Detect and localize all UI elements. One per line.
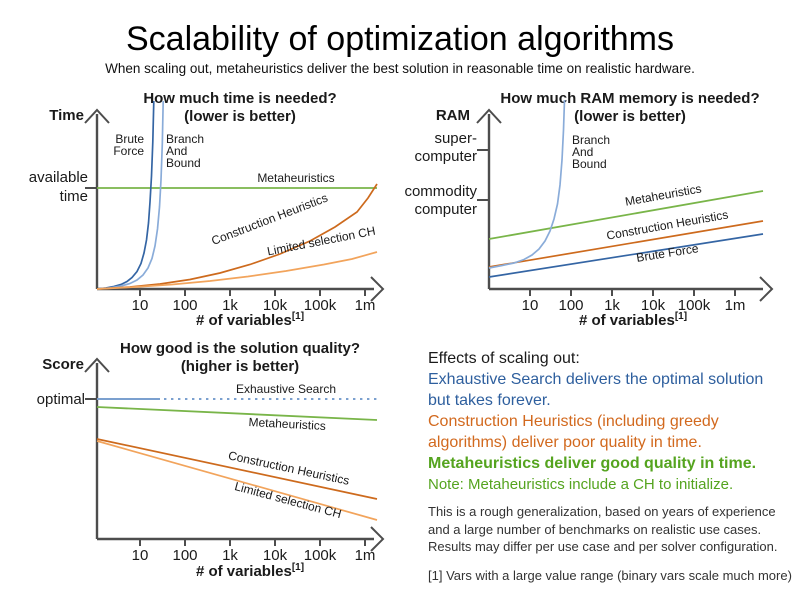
x-tick-label: 10: [132, 547, 149, 564]
series-line-brute-force: [96, 100, 155, 290]
series-label-branch-and-bound: Bound: [572, 157, 607, 171]
x-axis-arrow-icon: [370, 526, 385, 552]
quality-chart: How good is the solution quality?(higher…: [37, 340, 385, 580]
y-axis-name: Score: [42, 356, 84, 373]
series-label-brute-force: Force: [113, 144, 144, 158]
series-line-limited-selection-ch: [96, 440, 378, 521]
y-tick-label: commodity: [404, 183, 477, 200]
y-axis-arrow-icon: [84, 357, 110, 373]
x-tick-label: 1k: [222, 297, 238, 314]
series-line-metaheuristics: [488, 190, 764, 240]
series-label-brute-force: Brute Force: [635, 241, 699, 265]
ram-chart: How much RAM memory is needed?(lower is …: [404, 90, 774, 329]
effects-statement-3: Note: Metaheuristics include a CH to ini…: [428, 476, 734, 493]
disclaimer-text: This is a rough generalization, based on…: [428, 504, 778, 554]
series-line-brute-force: [488, 233, 764, 278]
y-tick-label: available: [29, 169, 88, 186]
effects-statement-1: Construction Heuristics (including greed…: [428, 413, 719, 451]
series-line-branch-and-bound: [96, 100, 165, 290]
series-line-construction-heuristics: [96, 438, 378, 500]
effects-statement-2: Metaheuristics deliver good quality in t…: [428, 455, 757, 472]
page-title: Scalability of optimization algorithms: [125, 20, 675, 58]
y-axis-arrow-icon: [476, 108, 502, 124]
x-axis-arrow-icon: [759, 276, 774, 302]
series-label-branch-and-bound: And: [572, 145, 593, 159]
effects-panel: Effects of scaling out: Exhaustive Searc…: [428, 348, 796, 583]
x-tick-label: 10k: [641, 297, 666, 314]
x-tick-label: 10k: [263, 547, 288, 564]
series-label-brute-force: Brute: [115, 132, 144, 146]
x-tick-label: 1k: [604, 297, 620, 314]
series-line-construction-heuristics: [96, 183, 378, 290]
x-axis-name: # of variables[1]: [196, 562, 304, 580]
x-tick-label: 1m: [725, 297, 746, 314]
x-axis-name: # of variables[1]: [196, 311, 304, 329]
x-axis-name: # of variables[1]: [579, 311, 687, 329]
chart-title: (lower is better): [184, 108, 296, 125]
x-tick-label: 1k: [222, 547, 238, 564]
series-line-branch-and-bound: [488, 99, 566, 269]
footnote-text: [1] Vars with a large value range (binar…: [428, 567, 792, 583]
x-tick-label: 100k: [304, 297, 337, 314]
y-axis-arrow-icon: [84, 108, 110, 124]
series-label-limited-selection-ch: Limited selection CH: [233, 479, 343, 521]
series-label-metaheuristics: Metaheuristics: [624, 181, 703, 208]
x-tick-label: 100: [558, 297, 583, 314]
x-tick-label: 100k: [304, 547, 337, 564]
effects-heading: Effects of scaling out:: [428, 350, 580, 367]
series-line-construction-heuristics: [488, 220, 764, 268]
series-label-exhaustive-search: Exhaustive Search: [236, 382, 336, 396]
y-tick-label: super-: [434, 130, 477, 147]
x-tick-label: 10: [522, 297, 539, 314]
effects-statements: Exhaustive Search delivers the optimal s…: [428, 369, 796, 495]
y-tick-label: computer: [414, 201, 477, 218]
x-tick-label: 100: [172, 297, 197, 314]
x-tick-label: 100k: [678, 297, 711, 314]
y-axis-name: RAM: [436, 107, 470, 124]
time-chart: How much time is needed?(lower is better…: [29, 90, 385, 329]
series-line-metaheuristics: [96, 406, 378, 421]
y-tick-label: time: [60, 188, 88, 205]
x-tick-label: 10k: [263, 297, 288, 314]
series-label-branch-and-bound: Bound: [166, 156, 201, 170]
chart-title: (lower is better): [574, 108, 686, 125]
series-label-metaheuristics: Metaheuristics: [248, 415, 326, 433]
x-tick-label: 1m: [355, 547, 376, 564]
series-line-limited-selection-ch: [96, 251, 378, 290]
chart-title: How much RAM memory is needed?: [500, 90, 759, 107]
x-tick-label: 10: [132, 297, 149, 314]
series-label-branch-and-bound: Branch: [166, 132, 204, 146]
chart-title: How much time is needed?: [143, 90, 336, 107]
series-label-branch-and-bound: Branch: [572, 133, 610, 147]
y-tick-label: optimal: [37, 391, 85, 408]
x-axis-arrow-icon: [370, 276, 385, 302]
series-label-limited-selection-ch: Limited selection CH: [266, 224, 377, 259]
y-tick-label: computer: [414, 148, 477, 165]
series-label-metaheuristics: Metaheuristics: [257, 171, 334, 185]
y-axis-name: Time: [49, 107, 84, 124]
x-tick-label: 100: [172, 547, 197, 564]
chart-title: (higher is better): [181, 358, 299, 375]
chart-title: How good is the solution quality?: [120, 340, 360, 357]
series-label-branch-and-bound: And: [166, 144, 187, 158]
effects-statement-0: Exhaustive Search delivers the optimal s…: [428, 371, 764, 409]
x-tick-label: 1m: [355, 297, 376, 314]
page-subtitle: When scaling out, metaheuristics deliver…: [105, 61, 695, 76]
